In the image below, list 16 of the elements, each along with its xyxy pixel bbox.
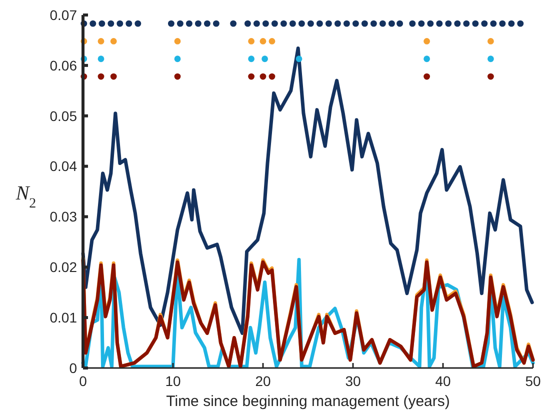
y-tick-label: 0.05 bbox=[50, 108, 78, 124]
y-tick-label: 0 bbox=[69, 360, 78, 376]
x-tick-label: 40 bbox=[435, 373, 451, 389]
x-tick-label: 30 bbox=[345, 373, 361, 389]
y-tick-label: 0.06 bbox=[50, 57, 78, 74]
x-tick-label: 50 bbox=[525, 373, 541, 389]
y-axis-title: N$_{2}$ bbox=[14, 182, 36, 211]
x-tick-label: 0 bbox=[79, 373, 88, 389]
x-tick-label: 10 bbox=[165, 373, 181, 389]
x-axis-title: Time since beginning management (years) bbox=[166, 393, 450, 410]
y-tick-label: 0.01 bbox=[50, 309, 78, 326]
y-tick-label: 0.02 bbox=[50, 259, 78, 276]
y-tick-label: 0.04 bbox=[50, 158, 78, 174]
y-tick-label: 0.03 bbox=[50, 208, 78, 225]
y-tick-label: 0.07 bbox=[50, 6, 78, 23]
x-tick-label: 20 bbox=[255, 373, 271, 389]
